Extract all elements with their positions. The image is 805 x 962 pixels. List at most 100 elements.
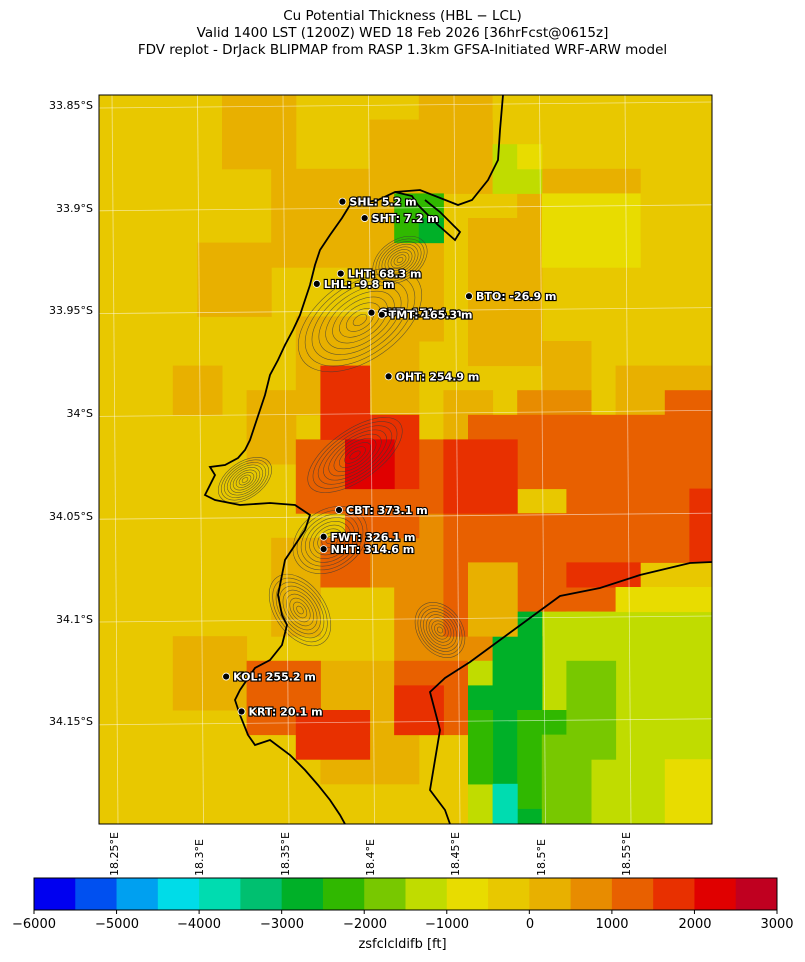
terrain-contour [423, 611, 457, 649]
terrain-contour [325, 290, 395, 350]
terrain-contour [304, 273, 416, 367]
field-cell [418, 218, 444, 244]
station-label-lht: LHT: 68.3 m [348, 268, 422, 281]
colorbar-tick-label: 1000 [595, 917, 629, 932]
lat-label-33-9: 33.9°S [56, 202, 93, 215]
terrain-contour [307, 417, 403, 493]
colorbar-tick-label: −1000 [425, 917, 469, 932]
station-label-gut: GUT: 171.4 m [379, 307, 462, 320]
parallel-line [99, 101, 712, 109]
lon-label-18-25: 18.25°E [108, 832, 121, 876]
terrain-contour [223, 462, 267, 498]
terrain-contour [272, 577, 328, 643]
terrain-contour [241, 477, 249, 483]
coastline-harbour [394, 191, 462, 242]
terrain-contour [238, 474, 252, 486]
lon-label-18-35: 18.35°E [279, 832, 292, 876]
station-label-krt: KRT: 20.1 m [249, 706, 323, 719]
terrain-contour [349, 450, 361, 460]
colorbar-swatch [322, 878, 365, 910]
colorbar-frame [33, 877, 778, 911]
lat-label-34-05: 34.05°S [49, 510, 93, 523]
colorbar-swatch [529, 878, 572, 910]
colorbar-swatch [281, 878, 324, 910]
station-label-shl: SHL: 5.2 m [349, 196, 416, 209]
map-title-line-1: Cu Potential Thickness (HBL − LCL) [283, 8, 522, 24]
terrain-contour [305, 517, 355, 563]
parallel-line [99, 410, 712, 417]
field-cell [271, 168, 371, 268]
terrain-contour [372, 235, 428, 285]
terrain-contour [286, 593, 314, 627]
thickness-field [172, 95, 712, 824]
terrain-contour [384, 246, 416, 274]
terrain-contour [226, 464, 264, 496]
field-cell [615, 587, 712, 613]
terrain-contour [312, 421, 398, 489]
station-marker-lhl [312, 279, 321, 288]
terrain-contour [300, 513, 360, 567]
field-cell [320, 537, 371, 588]
field-cell [492, 783, 518, 824]
terrain-contour [431, 620, 449, 640]
colorbar-swatch [116, 878, 159, 910]
meridian-line [197, 95, 204, 824]
terrain-contour [338, 442, 372, 468]
terrain-contour [387, 249, 413, 271]
terrain-contour [221, 459, 269, 501]
field-cell [345, 488, 420, 539]
meridian-line [539, 95, 546, 824]
colorbar-swatch [199, 878, 241, 910]
field-cell [443, 439, 518, 514]
terrain-contour [229, 467, 261, 493]
station-label-kol: KOL: 255.2 m [233, 671, 316, 684]
terrain-contour [396, 257, 404, 263]
terrain-contour [420, 608, 460, 652]
station-label-cbt: CBT: 373.1 m [346, 504, 428, 517]
meridian-line [282, 95, 290, 824]
lon-label-18-3: 18.3°E [193, 839, 206, 876]
colorbar-swatch [240, 878, 283, 910]
colorbar-swatch [488, 878, 530, 910]
colorbar-swatch [694, 878, 737, 910]
terrain-contour [292, 506, 368, 574]
parallel-line [99, 512, 712, 520]
terrain-contour [434, 623, 446, 637]
parallel-line [99, 718, 712, 726]
field-cell [492, 95, 592, 121]
terrain-contour [339, 302, 381, 338]
graticule [99, 95, 712, 824]
colorbar-swatch [653, 878, 695, 910]
terrain-contour [235, 472, 255, 488]
field-cell [468, 710, 494, 785]
colorbar-tick-label: −4000 [177, 917, 221, 932]
colorbar-tick-label: −3000 [260, 917, 304, 932]
meridian-line [368, 95, 375, 824]
field-cell [197, 242, 272, 317]
terrain-contour [333, 437, 377, 473]
field-cell [468, 218, 543, 367]
station-label-fwt: FWT: 326.1 m [331, 531, 416, 544]
terrain-contour [268, 573, 332, 647]
field-cell [172, 365, 223, 416]
colorbar-swatch [364, 878, 406, 910]
lon-label-18-5: 18.5°E [535, 839, 548, 876]
station-marker-shl [338, 197, 347, 206]
station-marker-tmt [377, 310, 386, 319]
terrain-contour [296, 509, 364, 571]
terrain-contour [296, 605, 304, 615]
lon-label-18-55: 18.55°E [620, 832, 633, 876]
field-cell [394, 685, 444, 736]
colorbar-tick-label: 3000 [760, 917, 794, 932]
parallel-line [99, 615, 712, 623]
terrain-contour [378, 241, 422, 279]
lat-label-33-95: 33.95°S [49, 304, 93, 317]
colorbar-tick-label: 2000 [678, 917, 712, 932]
colorbar-tick-label: −6000 [12, 917, 56, 932]
station-marker-krt [237, 707, 246, 716]
field-cell [664, 759, 712, 824]
lon-label-18-4: 18.4°E [364, 839, 377, 876]
terrain-contour [317, 528, 343, 552]
